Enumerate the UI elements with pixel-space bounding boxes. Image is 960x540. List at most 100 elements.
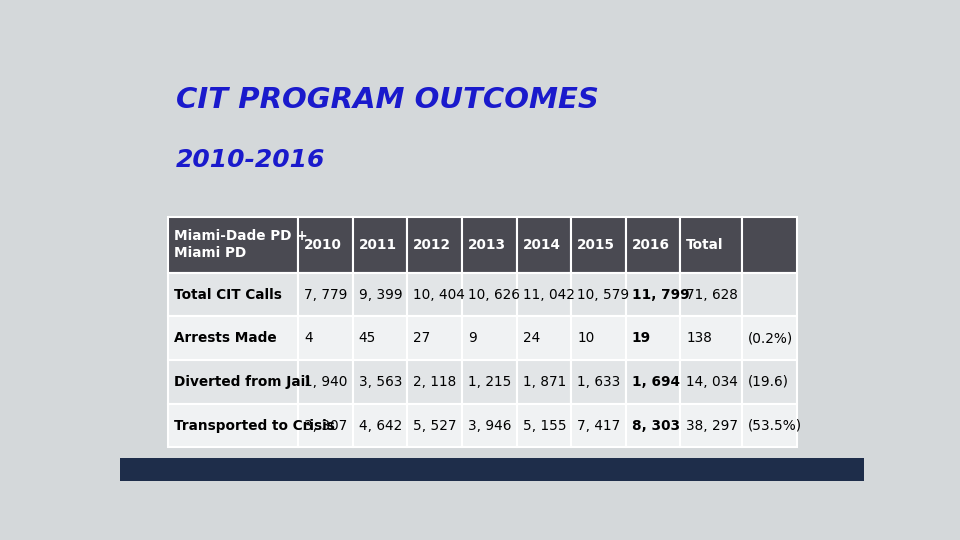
Text: (53.5%): (53.5%) bbox=[748, 418, 803, 433]
Text: 3, 563: 3, 563 bbox=[359, 375, 402, 389]
Text: 10, 404: 10, 404 bbox=[414, 287, 466, 301]
Text: Transported to Crisis: Transported to Crisis bbox=[175, 418, 335, 433]
Bar bbox=[516, 360, 571, 404]
Bar bbox=[626, 404, 681, 447]
Text: 2014: 2014 bbox=[522, 238, 561, 252]
Bar bbox=[571, 360, 626, 404]
Text: Total CIT Calls: Total CIT Calls bbox=[175, 287, 282, 301]
Text: 38, 297: 38, 297 bbox=[686, 418, 738, 433]
Bar bbox=[168, 273, 299, 316]
Bar bbox=[571, 273, 626, 316]
Text: 27: 27 bbox=[414, 331, 431, 345]
Bar bbox=[742, 217, 797, 273]
Bar bbox=[626, 217, 681, 273]
Text: 1, 871: 1, 871 bbox=[522, 375, 565, 389]
Bar bbox=[681, 316, 742, 360]
Bar bbox=[353, 404, 407, 447]
Bar bbox=[742, 273, 797, 316]
Text: 45: 45 bbox=[359, 331, 376, 345]
Text: 24: 24 bbox=[522, 331, 540, 345]
Bar bbox=[407, 217, 462, 273]
Bar bbox=[168, 360, 299, 404]
Text: 10, 579: 10, 579 bbox=[577, 287, 630, 301]
Bar bbox=[462, 316, 516, 360]
Bar bbox=[407, 404, 462, 447]
Bar bbox=[407, 273, 462, 316]
Text: 1, 215: 1, 215 bbox=[468, 375, 512, 389]
Bar bbox=[353, 360, 407, 404]
Text: 4, 642: 4, 642 bbox=[359, 418, 402, 433]
Bar bbox=[681, 360, 742, 404]
Text: 5, 155: 5, 155 bbox=[522, 418, 566, 433]
Bar bbox=[516, 273, 571, 316]
Bar bbox=[353, 217, 407, 273]
Bar bbox=[516, 316, 571, 360]
Text: 71, 628: 71, 628 bbox=[686, 287, 738, 301]
Bar bbox=[462, 404, 516, 447]
Bar bbox=[407, 316, 462, 360]
Text: 4: 4 bbox=[304, 331, 313, 345]
Text: 2010: 2010 bbox=[304, 238, 342, 252]
Bar bbox=[462, 360, 516, 404]
Bar bbox=[353, 316, 407, 360]
Text: Diverted from Jail: Diverted from Jail bbox=[175, 375, 310, 389]
Bar bbox=[407, 360, 462, 404]
Text: 3, 946: 3, 946 bbox=[468, 418, 512, 433]
Bar bbox=[168, 217, 299, 273]
Bar bbox=[299, 316, 353, 360]
Bar bbox=[462, 273, 516, 316]
Text: 1, 633: 1, 633 bbox=[577, 375, 620, 389]
Bar bbox=[120, 458, 864, 481]
Text: 10: 10 bbox=[577, 331, 594, 345]
Bar bbox=[168, 404, 299, 447]
Bar bbox=[681, 217, 742, 273]
Text: 2010-2016: 2010-2016 bbox=[176, 148, 325, 172]
Text: (0.2%): (0.2%) bbox=[748, 331, 794, 345]
Text: 3, 307: 3, 307 bbox=[304, 418, 348, 433]
Bar bbox=[516, 404, 571, 447]
Bar bbox=[168, 316, 299, 360]
Text: Total: Total bbox=[686, 238, 724, 252]
Text: 10, 626: 10, 626 bbox=[468, 287, 520, 301]
Text: 2015: 2015 bbox=[577, 238, 615, 252]
Text: 2011: 2011 bbox=[359, 238, 396, 252]
Bar bbox=[299, 360, 353, 404]
Bar bbox=[462, 217, 516, 273]
Text: 2012: 2012 bbox=[414, 238, 451, 252]
Bar bbox=[681, 404, 742, 447]
Text: 11, 042: 11, 042 bbox=[522, 287, 574, 301]
Text: Arrests Made: Arrests Made bbox=[175, 331, 276, 345]
Bar bbox=[516, 217, 571, 273]
Text: (19.6): (19.6) bbox=[748, 375, 789, 389]
Text: 9: 9 bbox=[468, 331, 477, 345]
Text: 5, 527: 5, 527 bbox=[414, 418, 457, 433]
Text: 9, 399: 9, 399 bbox=[359, 287, 402, 301]
Bar bbox=[742, 316, 797, 360]
Text: 19: 19 bbox=[632, 331, 651, 345]
Text: 2, 118: 2, 118 bbox=[414, 375, 457, 389]
Bar bbox=[626, 273, 681, 316]
Text: 138: 138 bbox=[686, 331, 712, 345]
Text: 1, 940: 1, 940 bbox=[304, 375, 348, 389]
Bar bbox=[299, 273, 353, 316]
Text: CIT PROGRAM OUTCOMES: CIT PROGRAM OUTCOMES bbox=[176, 85, 599, 113]
Text: 1, 694: 1, 694 bbox=[632, 375, 680, 389]
Text: 2013: 2013 bbox=[468, 238, 506, 252]
Bar bbox=[681, 273, 742, 316]
Text: Miami-Dade PD +
Miami PD: Miami-Dade PD + Miami PD bbox=[175, 229, 308, 260]
Bar bbox=[742, 360, 797, 404]
Bar bbox=[571, 316, 626, 360]
Bar bbox=[742, 404, 797, 447]
Bar bbox=[353, 273, 407, 316]
Text: 7, 779: 7, 779 bbox=[304, 287, 348, 301]
Text: 11, 799: 11, 799 bbox=[632, 287, 689, 301]
Text: 7, 417: 7, 417 bbox=[577, 418, 620, 433]
Bar bbox=[571, 217, 626, 273]
Bar bbox=[626, 316, 681, 360]
Text: 2016: 2016 bbox=[632, 238, 670, 252]
Bar bbox=[299, 217, 353, 273]
Text: 14, 034: 14, 034 bbox=[686, 375, 738, 389]
Bar bbox=[299, 404, 353, 447]
Bar bbox=[571, 404, 626, 447]
Text: 8, 303: 8, 303 bbox=[632, 418, 680, 433]
